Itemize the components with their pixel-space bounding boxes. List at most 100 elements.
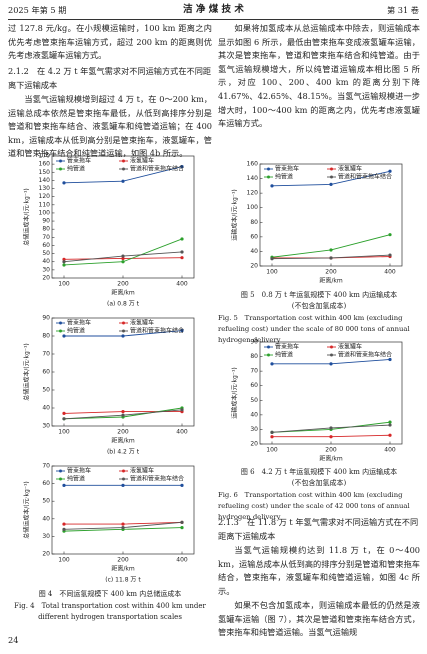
- subfigure-caption: (b) 4.2 万 t: [107, 449, 140, 456]
- data-point: [180, 329, 184, 333]
- data-point: [180, 520, 184, 524]
- data-point: [62, 334, 66, 338]
- legend-label: 管道和管束拖车结合: [130, 327, 184, 335]
- y-tick-label: 70: [42, 351, 50, 358]
- x-axis-label: 距离/km: [319, 455, 342, 463]
- x-axis-label: 距离/km: [111, 289, 134, 297]
- legend-marker: [267, 167, 270, 171]
- issue: 2025 年第 5 期: [8, 5, 67, 15]
- legend-label: 管道和管束拖车结合: [130, 165, 184, 173]
- legend-label: 管束拖车: [67, 157, 91, 165]
- data-point: [388, 233, 392, 237]
- y-tick-label: 60: [42, 480, 50, 487]
- y-axis-label: 总储运成本/(元·kg⁻¹): [23, 343, 31, 400]
- y-tick-label: 80: [42, 226, 50, 233]
- legend-label: 管束拖车: [67, 467, 91, 475]
- legend-label: 液氢罐车: [338, 343, 362, 351]
- data-point: [62, 260, 66, 264]
- paragraph: 当氢气运输规模增到超过 4 万 t，在 0～200 km，运输总成本依然是管束拖…: [8, 94, 212, 159]
- data-point: [121, 413, 125, 417]
- legend-marker: [122, 321, 125, 325]
- data-point: [388, 357, 392, 362]
- x-tick-label: 200: [325, 447, 337, 454]
- x-tick-label: 100: [266, 447, 278, 454]
- legend-label: 液氢罐车: [130, 467, 154, 475]
- legend-marker: [59, 477, 62, 481]
- y-axis-label: 总储运成本/(元·kg⁻¹): [23, 188, 31, 245]
- legend-marker: [267, 353, 270, 357]
- header-rule: [8, 19, 419, 20]
- legend-marker: [330, 353, 333, 357]
- y-tick-label: 70: [250, 368, 258, 375]
- x-tick-label: 400: [176, 429, 188, 436]
- legend-label: 液氢罐车: [130, 319, 154, 327]
- x-axis-label: 距离/km: [111, 565, 134, 573]
- data-point: [180, 164, 184, 169]
- y-axis-label: 总储运成本/(元·kg⁻¹): [23, 481, 31, 538]
- legend-marker: [122, 167, 125, 171]
- y-tick-label: 50: [42, 250, 50, 257]
- y-tick-label: 30: [42, 266, 50, 273]
- y-tick-label: 80: [250, 353, 258, 360]
- data-point: [270, 435, 274, 439]
- figure-caption-en: Fig. 4 Total transportation cost within …: [14, 602, 206, 621]
- data-point: [329, 182, 333, 186]
- x-tick-label: 400: [384, 447, 396, 454]
- y-tick-label: 40: [42, 258, 50, 265]
- y-tick-label: 30: [250, 426, 258, 433]
- x-tick-label: 100: [58, 557, 70, 564]
- y-tick-label: 80: [250, 219, 258, 226]
- data-point: [270, 184, 274, 188]
- y-tick-label: 50: [250, 397, 258, 404]
- paragraph: 过 127.8 元/kg。在小规模运输时，100 km 距离之内优先考虑管束拖车…: [8, 23, 212, 61]
- y-tick-label: 160: [39, 161, 51, 168]
- chart: 20 30 40 50 60 70 80 90 100 200 400 距离/km 运输成本/(元·kg…: [231, 339, 403, 463]
- chart: 30 40 50 60 70 80 90 100 200 400 距离/km 总储运成本/(元·kg⁻…: [23, 315, 195, 456]
- x-tick-label: 100: [58, 281, 70, 288]
- x-tick-label: 200: [117, 281, 129, 288]
- legend-marker: [59, 469, 62, 473]
- y-tick-label: 90: [42, 218, 50, 225]
- data-point: [121, 179, 125, 183]
- x-tick-label: 100: [58, 429, 70, 436]
- x-axis-label: 距离/km: [319, 277, 342, 285]
- data-point: [388, 253, 392, 257]
- data-point: [180, 408, 184, 412]
- x-axis-label: 距离/km: [111, 437, 134, 445]
- data-point: [180, 483, 184, 487]
- series-line: [271, 234, 391, 258]
- data-point: [388, 169, 392, 173]
- legend-label: 管束拖车: [67, 319, 91, 327]
- legend-label: 纯管道: [67, 165, 85, 173]
- journal: 洁 净 煤 技 术: [183, 4, 244, 15]
- y-tick-label: 90: [250, 339, 258, 346]
- x-tick-label: 200: [117, 557, 129, 564]
- paragraph: 如果将加氢成本从总运输成本中除去，则运输成本显示如图 6 所示，最低由管束拖车变…: [218, 23, 420, 129]
- data-point: [180, 526, 184, 530]
- x-tick-label: 400: [176, 557, 188, 564]
- legend-marker: [267, 345, 270, 349]
- data-point: [270, 362, 274, 366]
- y-tick-label: 60: [42, 242, 50, 249]
- y-tick-label: 100: [247, 204, 259, 211]
- volume: 第 31 卷: [387, 5, 419, 15]
- chart: 20 30 40 50 60 70 100 200 400 距离/km 总储运成本/(元·kg⁻¹)…: [23, 463, 195, 584]
- data-point: [388, 433, 392, 437]
- figure-caption-en: Fig. 6 Transportation cost within 400 km…: [218, 491, 410, 521]
- y-tick-label: 60: [250, 233, 258, 240]
- y-tick-label: 110: [39, 201, 51, 208]
- data-point: [62, 483, 66, 487]
- legend-marker: [330, 167, 333, 171]
- y-tick-label: 50: [42, 387, 50, 394]
- y-tick-label: 90: [42, 315, 50, 322]
- data-point: [270, 430, 274, 434]
- y-tick-label: 150: [39, 169, 51, 176]
- data-point: [121, 334, 125, 338]
- data-point: [329, 248, 333, 252]
- legend-label: 管道和管束拖车结合: [130, 475, 184, 483]
- legend-label: 管道和管束拖车结合: [338, 173, 392, 181]
- legend-label: 管道和管束拖车结合: [338, 351, 392, 359]
- y-tick-label: 40: [250, 411, 258, 418]
- y-tick-label: 20: [250, 263, 258, 270]
